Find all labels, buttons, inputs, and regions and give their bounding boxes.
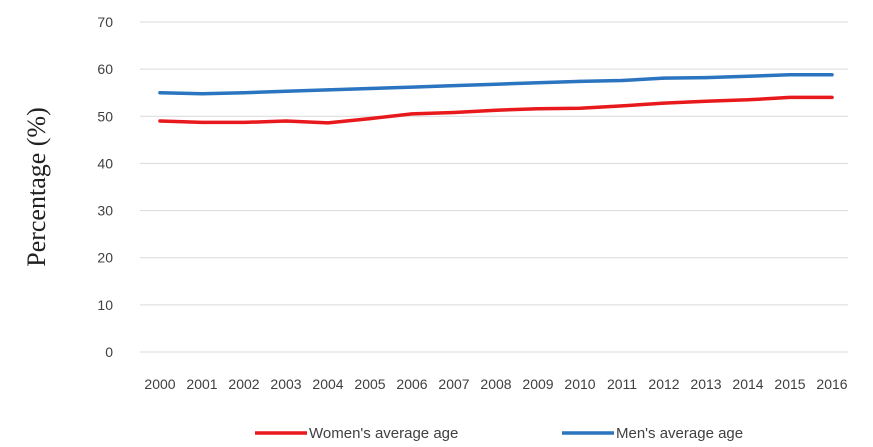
x-tick-label: 2004 [312, 376, 343, 392]
data-point [704, 99, 708, 103]
y-axis-label: Percentage (%) [22, 107, 51, 267]
data-point [452, 110, 456, 115]
data-point [662, 101, 666, 105]
y-axis-tick-labels: 0 10 20 30 40 50 60 70 [97, 14, 113, 360]
data-point [830, 73, 834, 77]
data-point [200, 92, 204, 96]
data-point [578, 79, 582, 83]
x-tick-label: 2007 [438, 376, 469, 392]
x-tick-label: 2005 [354, 376, 385, 392]
x-tick-label: 2008 [480, 376, 511, 392]
y-tick-label: 50 [97, 108, 113, 124]
data-point [494, 82, 498, 86]
data-point [452, 84, 456, 88]
x-tick-label: 2001 [186, 376, 217, 392]
y-tick-label: 10 [97, 297, 113, 313]
data-point [536, 107, 540, 111]
y-tick-label: 60 [97, 61, 113, 77]
gridlines [140, 21, 848, 353]
series-lines [158, 73, 834, 125]
legend-label: Women's average age [309, 425, 458, 442]
x-tick-label: 2013 [690, 376, 721, 392]
y-tick-label: 0 [105, 344, 113, 360]
legend-item: Women's average age [255, 425, 458, 442]
data-point [704, 76, 708, 80]
data-point [410, 112, 414, 116]
data-point [788, 73, 792, 77]
y-tick-label: 40 [97, 155, 113, 171]
data-point [158, 119, 162, 123]
x-tick-label: 2009 [522, 376, 553, 392]
data-point [620, 78, 624, 83]
data-point [620, 104, 624, 108]
y-tick-label: 20 [97, 250, 113, 266]
data-point [158, 91, 162, 95]
data-point [746, 98, 750, 102]
x-tick-label: 2000 [144, 376, 175, 392]
x-tick-label: 2012 [648, 376, 679, 392]
data-point [410, 85, 414, 89]
data-point [368, 117, 372, 121]
x-tick-label: 2006 [396, 376, 427, 392]
data-point [242, 91, 246, 95]
data-point [200, 120, 204, 125]
data-point [284, 119, 288, 123]
legend: Women's average age Men's average age [255, 425, 743, 442]
legend-item: Men's average age [562, 425, 743, 442]
x-tick-label: 2015 [774, 376, 805, 392]
data-point [662, 76, 666, 80]
y-tick-label: 30 [97, 203, 113, 219]
x-tick-label: 2016 [816, 376, 847, 392]
data-point [368, 86, 372, 91]
data-point [242, 120, 246, 125]
x-tick-label: 2010 [564, 376, 595, 392]
x-tick-label: 2003 [270, 376, 301, 392]
data-point [536, 81, 540, 85]
data-point [578, 106, 582, 110]
data-point [788, 95, 792, 100]
x-axis-tick-labels: 2000 2001 2002 2003 2004 2005 2006 2007 2008 2009… [144, 376, 847, 392]
x-tick-label: 2002 [228, 376, 259, 392]
y-tick-label: 70 [97, 14, 113, 30]
data-point [830, 95, 834, 100]
data-point [746, 74, 750, 78]
data-point [494, 108, 498, 112]
data-point [326, 88, 330, 92]
legend-label: Men's average age [616, 425, 743, 442]
data-point [284, 89, 288, 93]
data-point [326, 121, 330, 125]
x-tick-label: 2014 [732, 376, 763, 392]
x-tick-label: 2011 [607, 376, 637, 392]
